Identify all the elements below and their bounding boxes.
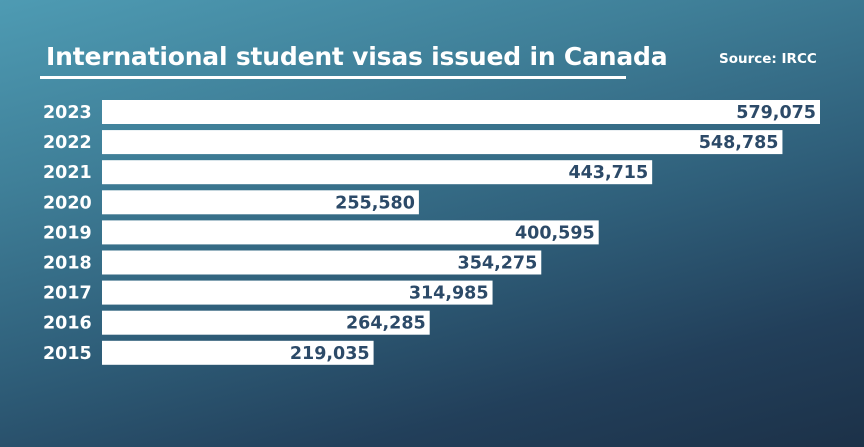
bar-2015	[102, 340, 374, 365]
bar-2022	[102, 130, 783, 155]
year-label-2017: 2017	[43, 284, 92, 304]
year-label-2015: 2015	[43, 344, 92, 364]
year-label-2021: 2021	[43, 163, 92, 183]
year-label-2020: 2020	[43, 193, 92, 213]
value-label-2019: 400,595	[515, 223, 595, 243]
year-label-2023: 2023	[43, 103, 92, 123]
bar-2020	[102, 190, 419, 215]
title-underline	[40, 76, 626, 79]
value-label-2016: 264,285	[346, 314, 426, 334]
value-label-2018: 354,275	[458, 254, 538, 274]
year-label-2022: 2022	[43, 133, 92, 153]
value-label-2023: 579,075	[736, 103, 816, 123]
bar-2023	[102, 100, 820, 124]
value-label-2015: 219,035	[290, 344, 370, 364]
bar-2016	[102, 310, 430, 335]
year-label-2016: 2016	[43, 314, 92, 334]
value-label-2020: 255,580	[335, 193, 415, 213]
value-label-2021: 443,715	[568, 163, 648, 183]
source-label: Source: IRCC	[719, 51, 817, 67]
bar-2021	[102, 160, 653, 185]
bar-2017	[102, 280, 493, 305]
value-label-2022: 548,785	[699, 133, 779, 153]
value-label-2017: 314,985	[409, 284, 489, 304]
bar-2019	[102, 220, 599, 245]
year-label-2019: 2019	[43, 223, 92, 243]
year-label-2018: 2018	[43, 254, 92, 274]
bar-2018	[102, 250, 542, 275]
chart-title: International student visas issued in Ca…	[46, 42, 668, 71]
